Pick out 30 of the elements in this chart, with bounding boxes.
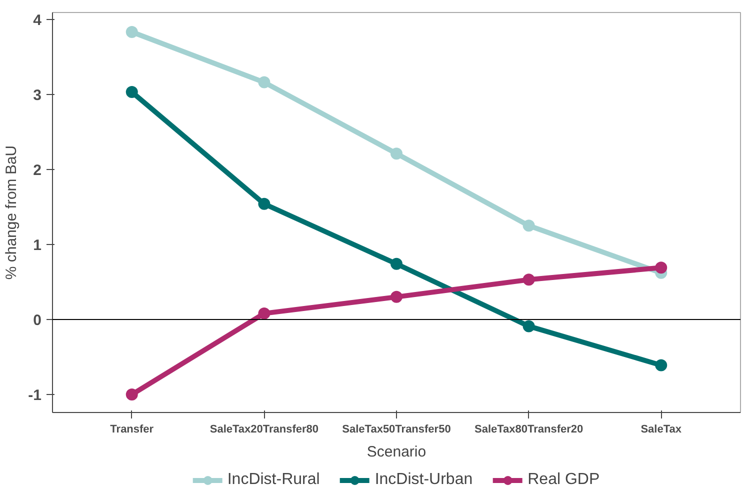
point: [522, 274, 535, 286]
point: [655, 359, 668, 372]
legend-label: Real GDP: [528, 471, 600, 489]
y-axis-title: % change from BaU: [3, 145, 20, 280]
point: [390, 258, 402, 270]
point: [522, 220, 535, 232]
point: [258, 307, 270, 320]
y-tick-label: -1: [28, 386, 42, 404]
point: [390, 290, 402, 303]
y-tick-label: 2: [33, 162, 42, 179]
point: [258, 198, 270, 210]
point: [258, 76, 270, 88]
x-axis-title: Scenario: [366, 444, 426, 460]
point: [126, 388, 138, 400]
y-tick-label: 3: [33, 86, 42, 104]
legend-label: IncDist-Rural: [227, 471, 320, 489]
x-tick-label: SaleTax50Transfer50: [342, 424, 451, 436]
x-tick-label: SaleTax20Transfer80: [210, 424, 319, 436]
point: [390, 148, 402, 160]
x-tick-label: SaleTax80Transfer20: [474, 424, 584, 436]
point: [522, 320, 535, 332]
point: [655, 262, 668, 274]
x-tick-label: Transfer: [110, 424, 154, 436]
y-tick-label: 1: [33, 236, 42, 254]
x-tick-label: SaleTax: [640, 424, 682, 436]
y-tick-label: 4: [33, 12, 42, 29]
point: [126, 26, 138, 38]
point: [126, 86, 138, 98]
y-tick-label: 0: [33, 312, 42, 329]
legend-label: IncDist-Urban: [374, 471, 473, 489]
